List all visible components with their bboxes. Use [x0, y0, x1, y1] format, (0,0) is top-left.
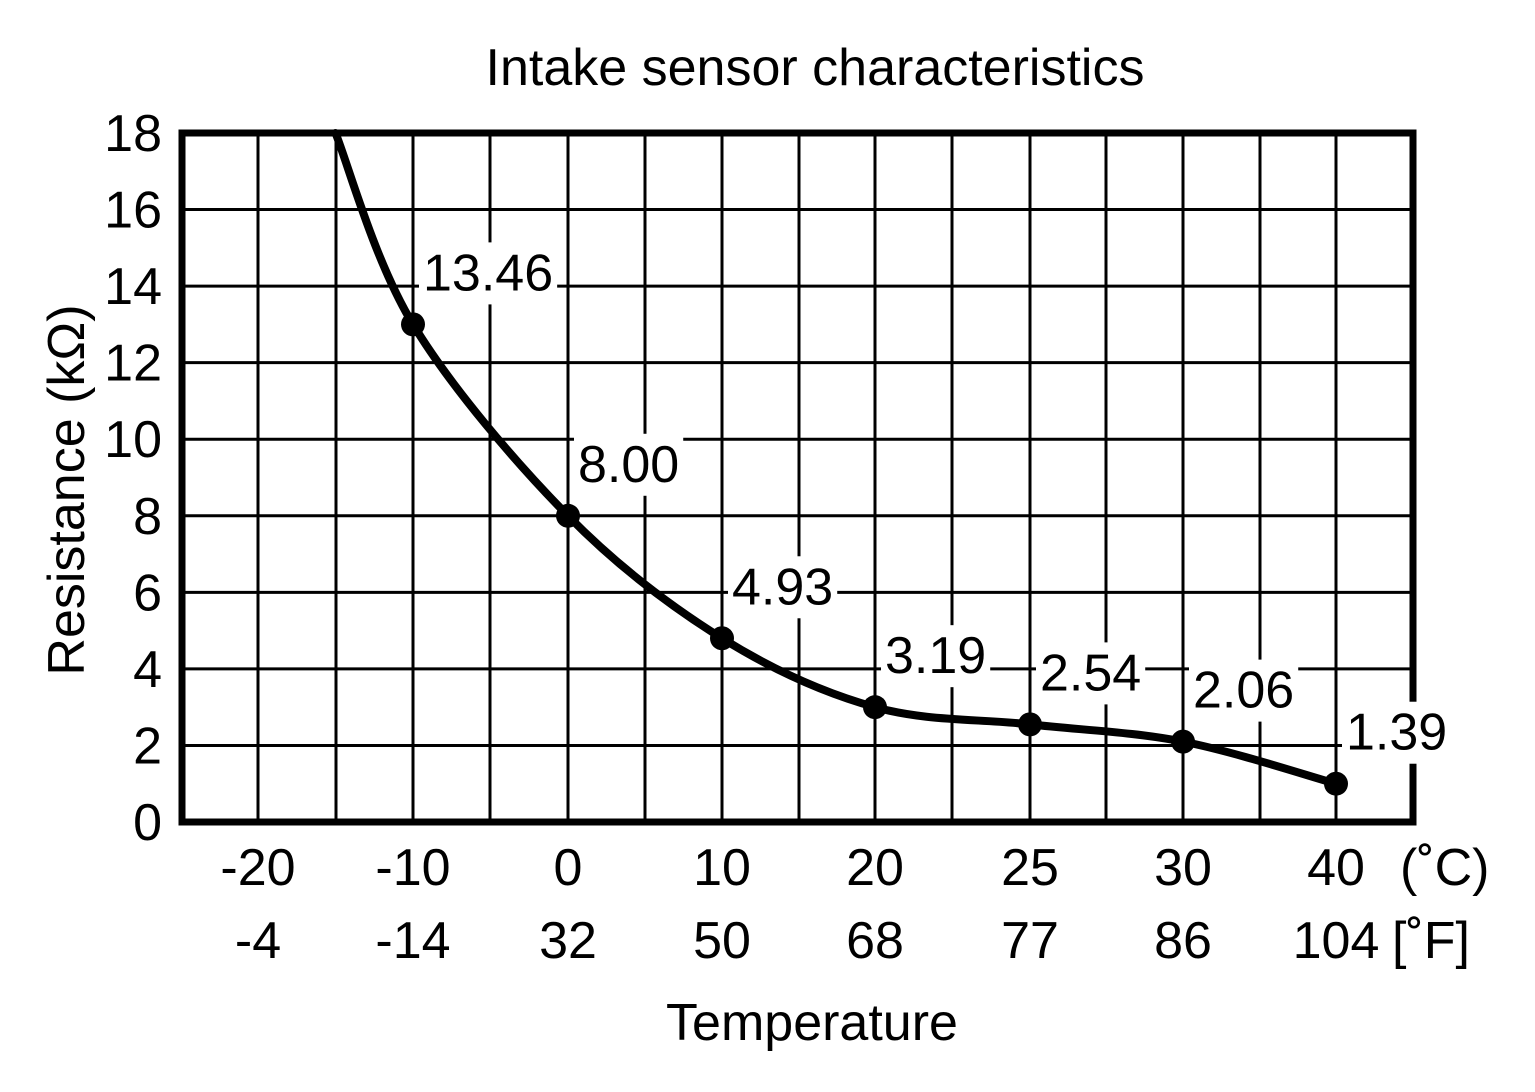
y-tick-label: 14 — [104, 258, 162, 316]
x-tick-label-fahrenheit: -14 — [375, 912, 450, 970]
x-axis-unit-fahrenheit: [˚F] — [1392, 912, 1470, 970]
x-tick-label-celsius: 10 — [693, 839, 751, 897]
x-axis-label: Temperature — [666, 994, 958, 1052]
y-tick-label: 2 — [133, 717, 162, 775]
data-label: 2.06 — [1193, 662, 1294, 720]
data-label: 13.46 — [423, 244, 553, 302]
x-tick-label-celsius: 0 — [554, 839, 583, 897]
x-axis-ticks: -20 -10 0 10 20 25 30 40 -4 -14 32 50 68 77 86 104 — [220, 839, 1379, 970]
x-tick-label-celsius: 40 — [1307, 839, 1365, 897]
data-label: 4.93 — [732, 558, 833, 616]
x-tick-label-fahrenheit: 68 — [846, 912, 904, 970]
x-tick-label-fahrenheit: 77 — [1001, 912, 1059, 970]
data-label-background — [574, 433, 684, 496]
x-tick-label-celsius: 20 — [846, 839, 904, 897]
x-tick-label-celsius: -20 — [220, 839, 295, 897]
y-tick-label: 10 — [104, 411, 162, 469]
data-label-background — [1342, 701, 1452, 764]
series-line — [331, 129, 1340, 788]
plot-border — [178, 129, 1417, 826]
y-tick-label: 16 — [104, 182, 162, 240]
x-tick-label-celsius: 25 — [1001, 839, 1059, 897]
x-tick-label-celsius: 30 — [1154, 839, 1212, 897]
chart-title: Intake sensor characteristics — [486, 39, 1145, 97]
x-tick-label-fahrenheit: 86 — [1154, 912, 1212, 970]
data-point — [401, 312, 425, 337]
data-point — [1018, 712, 1042, 737]
data-label: 1.39 — [1346, 704, 1447, 762]
x-tick-label-fahrenheit: -4 — [235, 912, 281, 970]
data-label-background — [419, 242, 558, 305]
data-point — [863, 695, 887, 720]
data-point — [556, 503, 580, 528]
data-point — [710, 626, 734, 651]
data-label-background — [1036, 642, 1146, 705]
data-label: 3.19 — [885, 627, 986, 685]
data-label-background — [728, 556, 838, 619]
x-tick-label-fahrenheit: 32 — [539, 912, 597, 970]
data-label-background — [1189, 659, 1299, 722]
x-tick-label-fahrenheit: 104 — [1293, 912, 1380, 970]
data-label-layer: 13.46 8.00 4.93 3.19 2.54 2.06 1.39 — [419, 242, 1452, 764]
curve-layer — [331, 129, 1340, 788]
data-point — [1171, 729, 1195, 754]
y-tick-label: 8 — [133, 488, 162, 546]
x-axis-unit-celsius: (˚C) — [1400, 839, 1490, 897]
y-tick-label: 0 — [133, 794, 162, 852]
plot-frame — [178, 129, 1417, 826]
data-point — [1324, 771, 1348, 796]
y-tick-label: 6 — [133, 564, 162, 622]
y-tick-label: 12 — [104, 335, 162, 393]
y-tick-label: 18 — [104, 105, 162, 163]
x-tick-label-fahrenheit: 50 — [693, 912, 751, 970]
data-point-layer — [401, 312, 1348, 796]
data-label: 8.00 — [578, 436, 679, 494]
x-tick-label-celsius: -10 — [375, 839, 450, 897]
data-label: 2.54 — [1040, 644, 1141, 702]
data-label-background — [881, 625, 991, 688]
y-axis-label: Resistance (kΩ) — [38, 304, 96, 675]
y-tick-label: 4 — [133, 641, 162, 699]
y-axis-ticks: 0 2 4 6 8 10 12 14 16 18 — [104, 105, 162, 852]
